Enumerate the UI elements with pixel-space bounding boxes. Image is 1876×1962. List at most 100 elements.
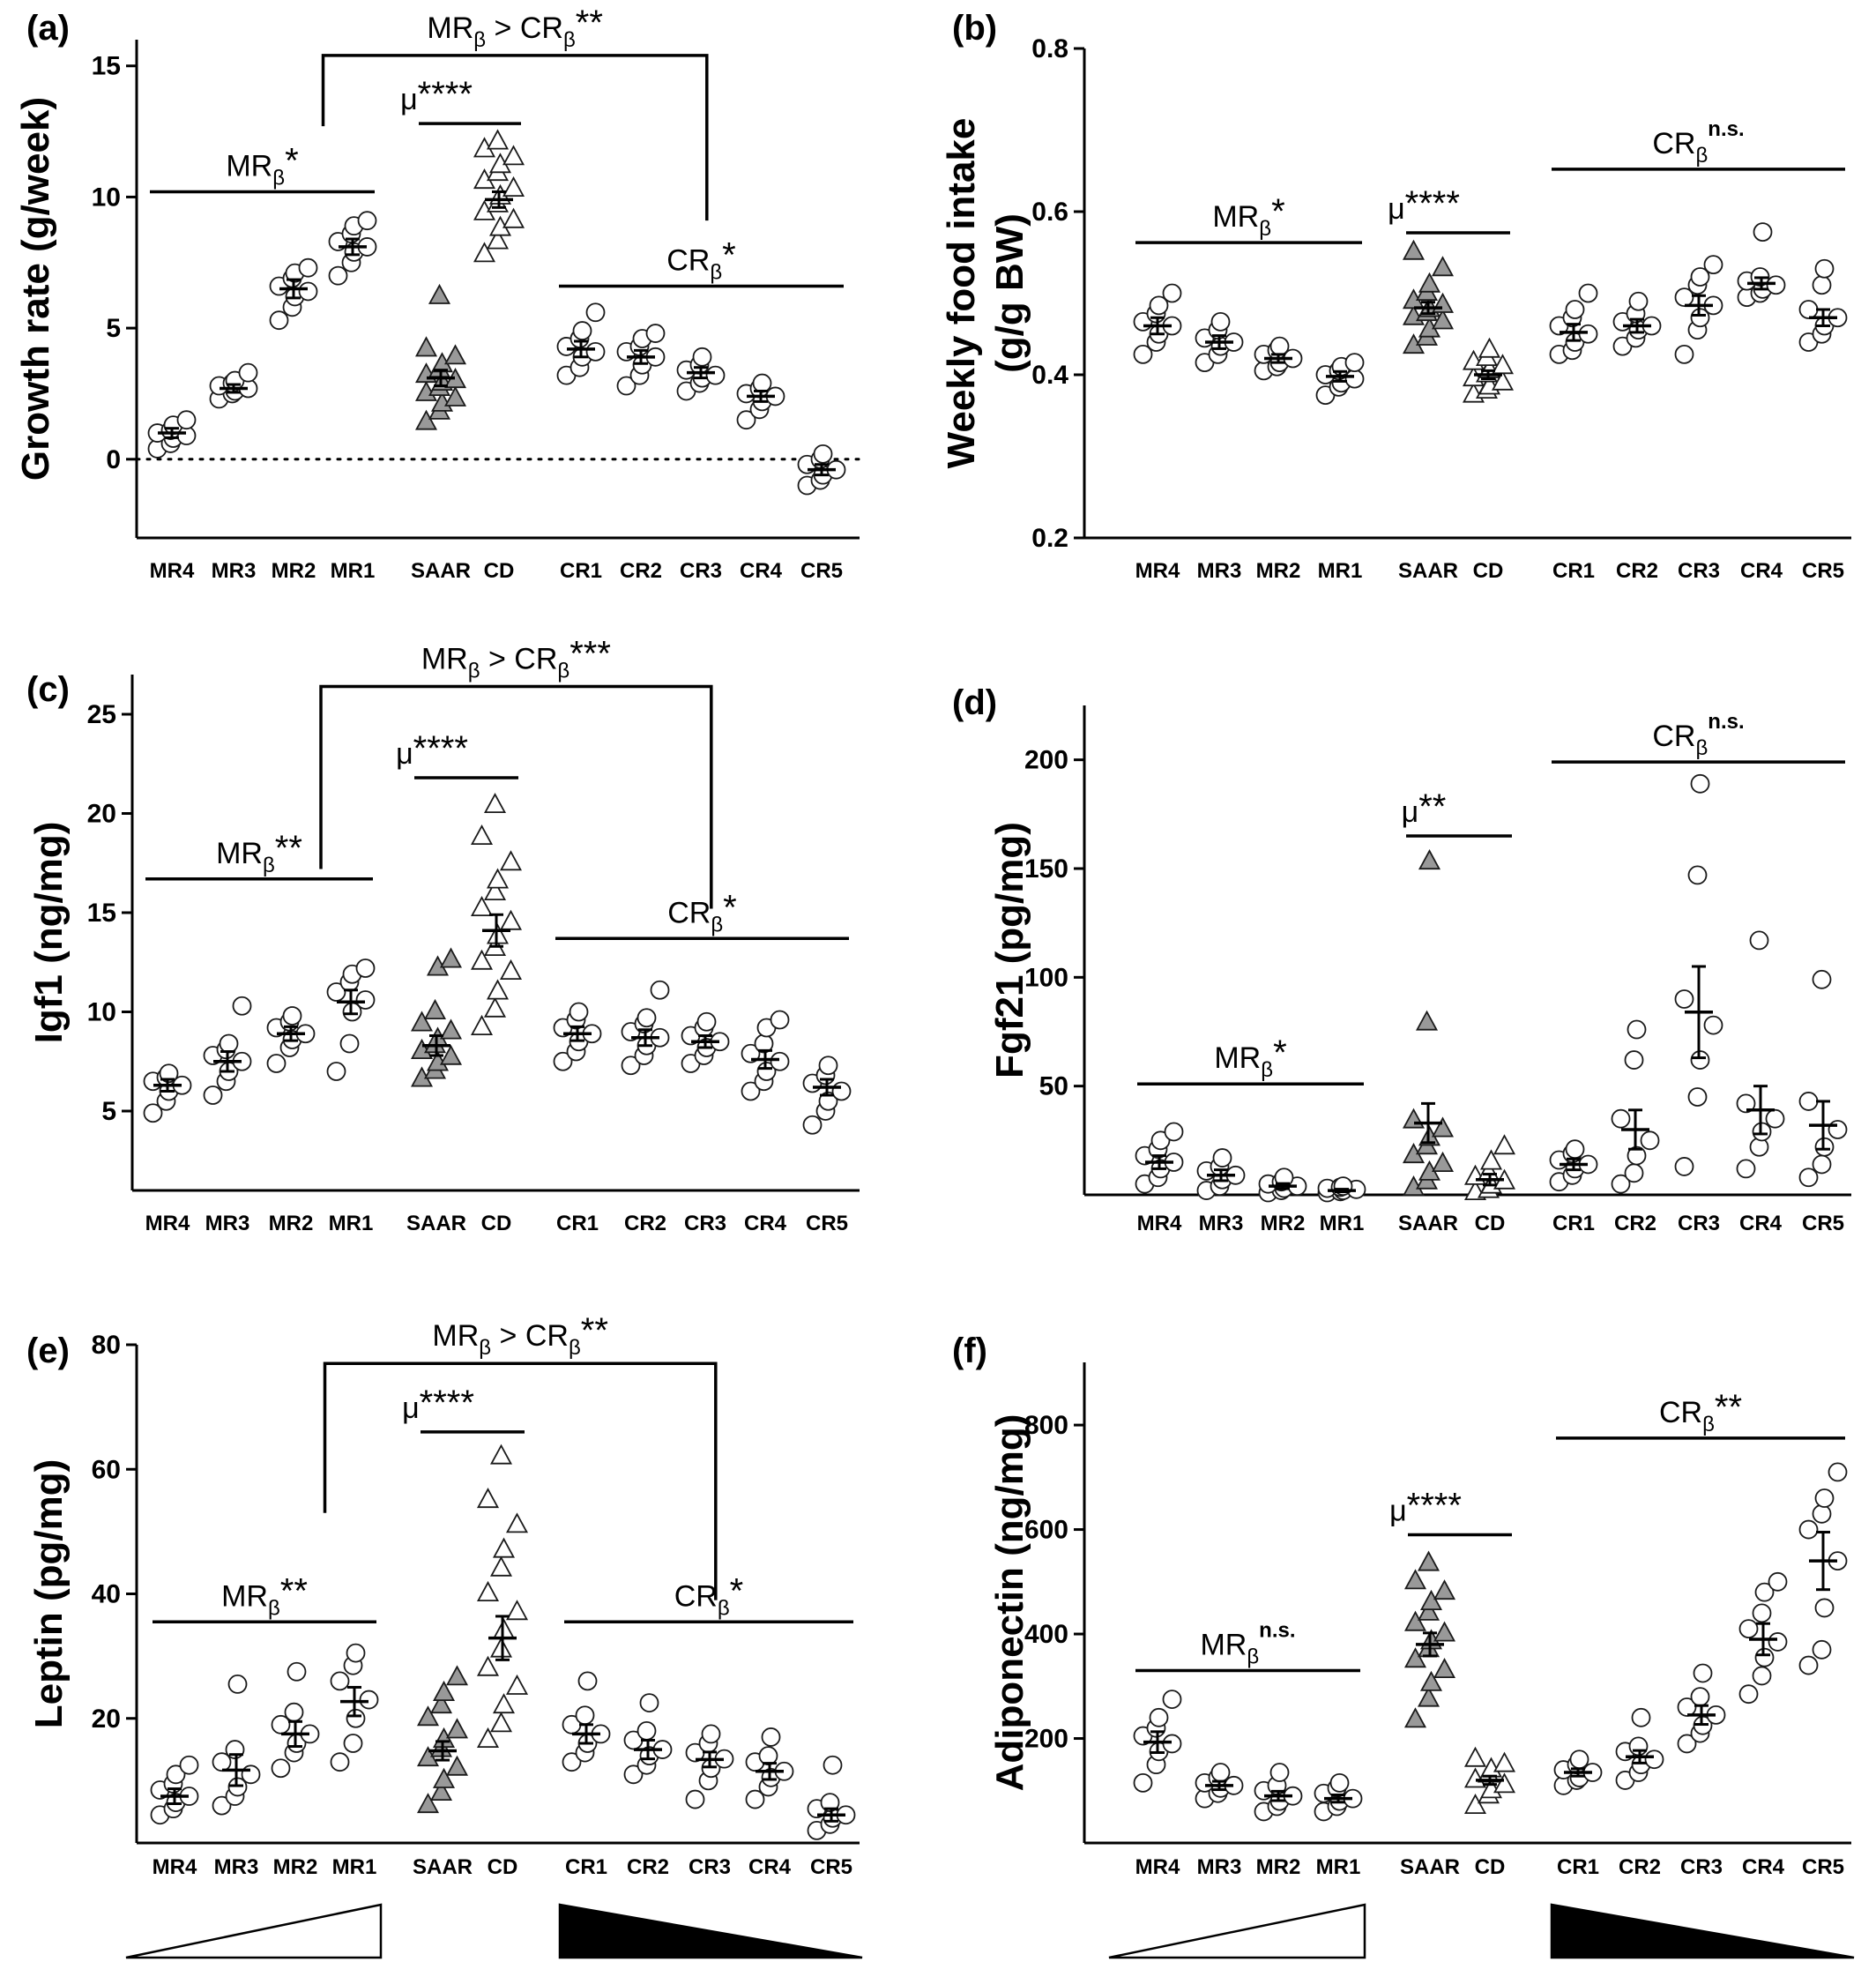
significance-annotation: MRβ > CRβ** — [321, 4, 709, 221]
category-label: CR2 — [1619, 1855, 1661, 1879]
data-point — [1210, 311, 1231, 332]
category-label: CR5 — [806, 1212, 848, 1235]
data-point — [1814, 258, 1835, 279]
data-point — [179, 1755, 199, 1775]
data-point — [328, 265, 348, 286]
data-point — [1640, 1130, 1660, 1151]
group-cr4 — [1736, 930, 1785, 1179]
y-tick-label: 200 — [1024, 1725, 1068, 1754]
annotation-label: μ**** — [402, 1384, 474, 1425]
group-cr3 — [685, 1724, 734, 1809]
category-label: CR4 — [740, 559, 783, 583]
y-tick-label: 80 — [92, 1331, 121, 1360]
significance-annotation: CRβ* — [555, 888, 849, 940]
data-point — [1150, 1130, 1171, 1151]
group-cr4 — [741, 1010, 790, 1101]
annotation-label: CRβn.s. — [1652, 117, 1744, 168]
group-cd — [1463, 1134, 1516, 1200]
data-point — [1812, 969, 1832, 989]
group-mr2 — [266, 1006, 316, 1073]
data-point — [1754, 1582, 1775, 1602]
data-point — [212, 1795, 232, 1816]
data-point — [505, 1674, 529, 1695]
data-point — [818, 1056, 838, 1076]
group-mr2 — [271, 1661, 320, 1779]
data-point — [1419, 1589, 1443, 1610]
data-point — [443, 344, 467, 365]
data-point — [1674, 287, 1694, 308]
data-point — [355, 959, 376, 978]
data-point — [1703, 1015, 1723, 1035]
significance-annotation: MRβ** — [153, 1571, 376, 1624]
data-point — [470, 896, 494, 916]
data-point — [741, 1081, 761, 1101]
group-cr1 — [1549, 1139, 1598, 1192]
data-point — [616, 376, 636, 396]
data-point — [1677, 1697, 1697, 1717]
data-point — [1738, 1619, 1759, 1639]
significance-annotation: μ**** — [396, 729, 518, 780]
group-cr5 — [1798, 258, 1848, 352]
category-label: MR4 — [153, 1855, 197, 1879]
category-label: CR3 — [1678, 559, 1720, 583]
data-point — [1693, 1663, 1713, 1683]
annotation-label: μ** — [1402, 787, 1447, 829]
data-point — [499, 850, 523, 871]
group-mr2 — [1254, 336, 1303, 381]
y-tick-label: 400 — [1024, 1620, 1068, 1649]
y-tick-label: 0.8 — [1031, 34, 1068, 63]
significance-annotation: CRβn.s. — [1552, 117, 1845, 171]
data-point — [499, 959, 523, 980]
data-point — [326, 982, 346, 1002]
data-point — [298, 257, 318, 278]
data-point — [1403, 1569, 1427, 1590]
group-cr2 — [1612, 291, 1662, 356]
significance-annotation: MRβ > CRβ** — [323, 1311, 718, 1600]
data-point — [1149, 295, 1169, 316]
data-point — [505, 1600, 529, 1621]
group-cr3 — [1677, 1663, 1726, 1754]
significance-annotation: MRβ* — [150, 141, 375, 194]
data-point — [1674, 989, 1694, 1009]
category-label: CR2 — [1614, 1212, 1656, 1235]
data-point — [1578, 324, 1598, 344]
category-label: MR2 — [269, 1212, 314, 1235]
data-point — [1433, 1658, 1456, 1678]
category-label: MR4 — [145, 1212, 190, 1235]
panel-label: (c) — [26, 670, 70, 709]
data-point — [1479, 1149, 1503, 1170]
category-label: CR5 — [800, 559, 843, 583]
data-point — [1565, 300, 1585, 319]
annotation-label: CRβn.s. — [1652, 710, 1744, 760]
data-point — [623, 1764, 644, 1785]
data-point — [1418, 849, 1441, 870]
data-point — [1344, 353, 1365, 373]
group-cr1 — [1549, 283, 1598, 364]
panel-c: (c) Igf1 (ng/mg) 5 10 15 20 25 MR4 MR3 MR2 MR1 SAAR… — [26, 635, 860, 1235]
data-point — [1403, 1610, 1427, 1631]
data-point — [414, 409, 438, 430]
data-point — [176, 410, 197, 430]
data-point — [1765, 1108, 1785, 1129]
data-point — [1463, 1794, 1487, 1815]
data-point — [1149, 1707, 1169, 1727]
group-saar — [410, 947, 463, 1087]
cr-gradient-wedge — [558, 1903, 863, 1959]
data-point — [486, 228, 510, 250]
data-point — [502, 145, 525, 166]
data-point — [346, 1643, 366, 1663]
data-point — [212, 1752, 232, 1772]
data-point — [1812, 1503, 1832, 1524]
data-point — [502, 207, 525, 228]
data-point — [1677, 1734, 1697, 1754]
data-point — [1690, 267, 1710, 287]
comparison-bracket — [323, 1361, 718, 1600]
data-point — [502, 175, 525, 198]
data-point — [770, 1051, 790, 1071]
panel-label: (e) — [26, 1332, 70, 1370]
data-point — [492, 1693, 516, 1714]
y-tick-label: 0.2 — [1031, 524, 1068, 553]
y-tick-label: 0.4 — [1031, 361, 1068, 390]
data-point — [1417, 1686, 1440, 1707]
group-cr2 — [623, 1693, 673, 1785]
